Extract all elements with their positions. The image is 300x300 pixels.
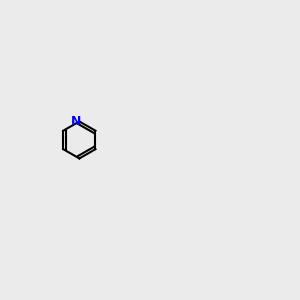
Text: N: N	[71, 115, 81, 128]
